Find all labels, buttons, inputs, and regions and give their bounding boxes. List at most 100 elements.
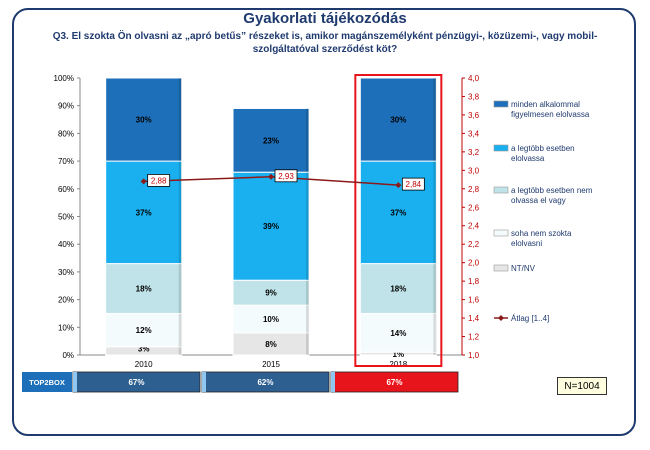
legend-label: soha nem szokta: [511, 229, 572, 238]
y-left-tick-label: 100%: [54, 74, 74, 83]
bar-data-label: 9%: [265, 289, 277, 298]
chart-title: Gyakorlati tájékozódás: [243, 10, 407, 27]
bar-segment: [105, 263, 183, 314]
bar-data-label: 14%: [390, 329, 406, 338]
legend-label: elolvassa: [511, 154, 545, 163]
average-point: [268, 173, 274, 180]
top2box-cell-edge: [331, 372, 335, 392]
average-data-label: 2,88: [151, 176, 167, 185]
y-right-tick-label: 1,2: [468, 333, 480, 342]
bar-segment-shade: [178, 78, 182, 162]
bar-segment-shade: [178, 313, 182, 347]
top2box-label-cell: [22, 372, 72, 392]
x-tick-label: 2010: [135, 360, 153, 369]
y-left-tick-label: 10%: [58, 323, 74, 332]
average-label-box: [274, 169, 298, 183]
sample-size-note: N=1004: [557, 377, 607, 395]
bar-segment: [105, 312, 183, 348]
y-left-tick-label: 30%: [58, 268, 74, 277]
bar-data-label: 37%: [390, 208, 406, 217]
average-label-box: [147, 174, 171, 187]
y-left-tick-label: 90%: [58, 102, 74, 111]
top2box-cell-edge: [73, 372, 77, 392]
legend-label: minden alkalommal: [511, 100, 580, 109]
bar-data-label: 8%: [265, 340, 277, 349]
bar-segment-shade: [178, 346, 182, 355]
bar-segment: [359, 263, 437, 314]
y-right-tick-label: 2,4: [468, 222, 480, 231]
y-right-tick-label: 1,8: [468, 277, 480, 286]
y-right-tick-label: 4,0: [468, 74, 480, 83]
top2box-value: 67%: [386, 378, 402, 387]
legend-point-marker: [498, 315, 504, 321]
y-right-tick-label: 2,0: [468, 259, 480, 268]
average-point: [140, 178, 147, 185]
bar-data-label: 10%: [263, 315, 279, 324]
legend-swatch: [493, 186, 509, 194]
top2box-value: 62%: [257, 378, 273, 387]
y-left-tick-label: 60%: [58, 185, 74, 194]
bar-segment: [232, 171, 310, 281]
legend-swatch: [493, 229, 509, 237]
bar-segment: [359, 312, 437, 353]
question-text: Q3. El szokta Ön olvasni az „apró betűs”…: [52, 31, 598, 55]
bar-segment: [359, 77, 437, 162]
legend-label: a legtöbb esetben: [511, 144, 575, 153]
bar-data-label: 3%: [138, 345, 150, 354]
bar-segment-shade: [306, 172, 309, 281]
bar-data-label: 1%: [393, 350, 405, 359]
top2box-value: 67%: [128, 378, 144, 387]
legend-swatch: [493, 144, 509, 152]
bar-segment-shade: [433, 352, 437, 355]
bar-data-label: 30%: [136, 116, 152, 125]
legend-swatch: [493, 264, 509, 272]
legend-label: figyelmesen elolvassa: [511, 110, 590, 119]
bar-segment-shade: [433, 263, 437, 314]
legend-label: NT/NV: [511, 264, 536, 273]
y-left-tick-label: 0%: [62, 351, 74, 360]
bar-segment-shade: [433, 161, 437, 264]
y-right-tick-label: 1,0: [468, 351, 480, 360]
bar-segment-shade: [306, 332, 309, 355]
bar-segment-shade: [433, 313, 437, 353]
y-right-tick-label: 3,8: [468, 92, 480, 101]
bar-segment-shade: [306, 280, 309, 306]
y-left-tick-label: 20%: [58, 296, 74, 305]
average-data-label: 2,93: [278, 172, 294, 181]
bar-data-label: 18%: [390, 285, 406, 294]
bar-segment: [232, 107, 310, 173]
bar-segment-shade: [178, 263, 182, 314]
bar-segment-shade: [306, 108, 309, 173]
average-data-label: 2,84: [406, 180, 422, 189]
legend-label: a legtöbb esetben nem: [511, 186, 593, 195]
y-left-tick-label: 50%: [58, 213, 74, 222]
y-left-tick-label: 40%: [58, 240, 74, 249]
legend-label: olvassa el vagy: [511, 196, 566, 205]
bar-segment-shade: [433, 78, 437, 162]
bar-data-label: 18%: [136, 285, 152, 294]
bar-segment-shade: [306, 305, 309, 333]
y-right-tick-label: 3,2: [468, 148, 480, 157]
bar-data-label: 23%: [263, 136, 279, 145]
bar-segment-shade: [178, 161, 182, 264]
bar-data-label: 12%: [136, 326, 152, 335]
y-right-tick-label: 3,4: [468, 129, 480, 138]
y-right-tick-label: 2,8: [468, 185, 480, 194]
y-right-tick-label: 2,6: [468, 203, 480, 212]
average-label-box: [401, 177, 425, 191]
panel-frame: [12, 8, 636, 436]
bar-data-label: 37%: [136, 208, 152, 217]
legend-swatch: [493, 100, 509, 108]
y-right-tick-label: 2,2: [468, 240, 480, 249]
y-right-tick-label: 3,6: [468, 111, 480, 120]
y-right-tick-label: 1,4: [468, 314, 480, 323]
bar-segment: [232, 304, 310, 334]
bar-data-label: 30%: [390, 116, 406, 125]
y-right-tick-label: 1,6: [468, 296, 480, 305]
bar-segment: [105, 77, 183, 162]
bar-data-label: 39%: [263, 222, 279, 231]
y-left-tick-label: 70%: [58, 157, 74, 166]
highlight-frame: [354, 74, 443, 367]
top2box-label: TOP2BOX: [29, 378, 65, 387]
